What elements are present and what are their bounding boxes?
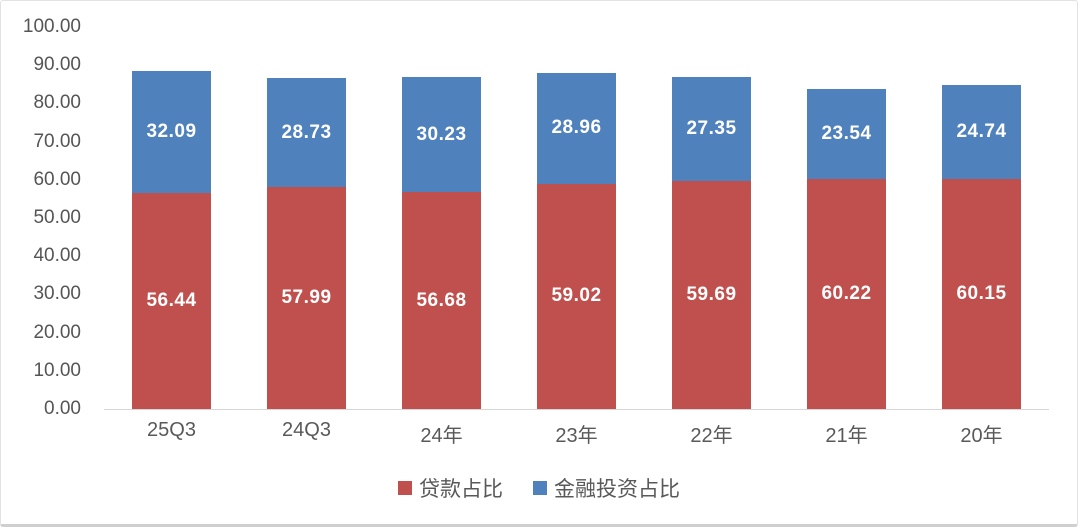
bar-value-label: 24.74 [956, 120, 1007, 142]
bar-segment-series-1: 28.96 [537, 72, 616, 184]
y-axis: 100.00 90.00 80.00 70.00 60.00 50.00 40.00 30.0… [1, 16, 89, 419]
x-tick-label: 21年 [825, 425, 868, 447]
legend-swatch-icon [533, 481, 547, 495]
bar-value-label: 28.73 [281, 121, 332, 143]
bar-value-label: 32.09 [146, 121, 197, 143]
x-tick-label: 20年 [960, 425, 1003, 447]
plot-area: 56.44 32.09 57.99 28.73 56.68 30.23 59.02 28.96… [104, 28, 1049, 410]
bar-value-label: 56.44 [146, 290, 197, 312]
bar-segment-series-0: 56.44 [132, 193, 211, 409]
bar-segment-series-1: 32.09 [132, 70, 211, 194]
x-tick-label: 22年 [690, 425, 733, 447]
y-tick-label: 70.00 [33, 130, 81, 152]
y-tick-label: 0.00 [44, 397, 81, 419]
y-tick-label: 10.00 [33, 359, 81, 381]
bar-segment-series-0: 59.69 [672, 180, 751, 409]
bar-segment-series-1: 27.35 [672, 76, 751, 181]
bar-value-label: 59.02 [551, 285, 602, 307]
legend-item-series-0: 贷款占比 [398, 473, 503, 503]
x-tick-label: 24年 [420, 425, 463, 447]
bar-value-label: 23.54 [821, 123, 872, 144]
y-tick-label: 100.00 [22, 15, 81, 37]
bar-value-label: 27.35 [686, 117, 737, 139]
y-tick-label: 20.00 [33, 321, 81, 343]
x-tick-label: 24Q3 [282, 419, 331, 441]
bar-segment-series-0: 60.15 [942, 179, 1021, 409]
bar-segment-series-1: 28.73 [267, 77, 346, 188]
y-tick-label: 40.00 [33, 245, 81, 267]
x-axis: 25Q3 24Q3 24年 23年 22年 21年 20年 [104, 419, 1049, 449]
legend-item-series-1: 金融投资占比 [533, 473, 680, 503]
bar-segment-series-0: 56.68 [402, 192, 481, 409]
legend-swatch-icon [398, 481, 412, 495]
y-tick-label: 60.00 [33, 168, 81, 190]
bar-segment-series-1: 30.23 [402, 77, 481, 193]
bar-segment-series-0: 57.99 [267, 187, 346, 409]
bar-value-label: 60.22 [821, 282, 872, 304]
bar-value-label: 57.99 [281, 287, 332, 309]
y-tick-label: 90.00 [33, 54, 81, 76]
y-tick-label: 30.00 [33, 283, 81, 305]
legend: 贷款占比 金融投资占比 [1, 473, 1077, 503]
bar-value-label: 60.15 [956, 283, 1007, 305]
legend-label: 贷款占比 [419, 478, 503, 501]
y-tick-label: 50.00 [33, 206, 81, 228]
x-tick-label: 25Q3 [147, 419, 196, 441]
bar-segment-series-1: 24.74 [942, 84, 1021, 180]
bar-value-label: 30.23 [416, 123, 467, 145]
bar-segment-series-0: 60.22 [807, 178, 886, 409]
bar-segment-series-0: 59.02 [537, 183, 616, 409]
bar-segment-series-1: 23.54 [807, 89, 886, 179]
bar-value-label: 59.69 [686, 283, 737, 305]
bar-value-label: 56.68 [416, 289, 467, 311]
y-tick-label: 80.00 [33, 92, 81, 114]
bar-value-label: 28.96 [551, 117, 602, 139]
x-tick-label: 23年 [555, 425, 598, 447]
legend-label: 金融投资占比 [554, 478, 680, 501]
